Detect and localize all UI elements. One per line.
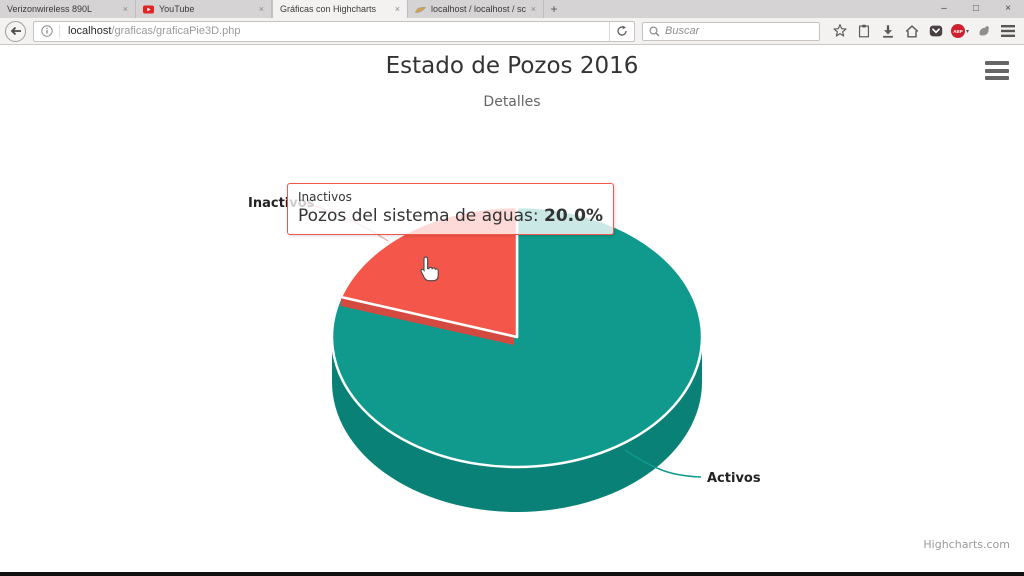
url-domain: localhost [68, 25, 112, 37]
back-arrow-icon [10, 26, 21, 36]
tab-close-icon[interactable]: × [122, 3, 128, 14]
url-text[interactable]: localhost/graficas/graficaPie3D.php [60, 25, 609, 37]
tooltip-point-name: Inactivos [298, 190, 352, 204]
maximize-button[interactable]: □ [972, 3, 980, 14]
chart-title: Estado de Pozos 2016 [385, 53, 639, 79]
url-bar[interactable]: localhost/graficas/graficaPie3D.php [33, 20, 635, 42]
minimize-button[interactable]: – [941, 3, 947, 14]
menu-hamburger-icon[interactable] [999, 22, 1017, 40]
tab-title: YouTube [159, 4, 195, 14]
clipboard-icon[interactable] [855, 22, 873, 40]
new-tab-button[interactable]: + [550, 2, 558, 16]
home-icon[interactable] [903, 22, 921, 40]
tab-phpmyadmin[interactable]: localhost / localhost / sca… × [408, 0, 544, 18]
search-icon [649, 25, 660, 36]
tab-title: localhost / localhost / sca… [431, 4, 526, 14]
abp-label: ABP [953, 28, 963, 34]
tooltip-value: 20.0% [544, 206, 603, 226]
pocket-badge-icon [929, 25, 943, 37]
chart-export-menu-button[interactable] [985, 61, 1009, 80]
star-icon [833, 24, 847, 37]
toolbar-icons: ABP ▾ [831, 22, 1019, 40]
search-bar[interactable]: Buscar [642, 21, 820, 41]
chart-tooltip: Inactivos Pozos del sistema de aguas: 20… [287, 183, 614, 235]
pie-slice-inactivos-side [341, 297, 514, 345]
tab-close-icon[interactable]: × [394, 3, 400, 14]
hamburger-bar [985, 68, 1009, 73]
hamburger-bar [985, 61, 1009, 65]
tab-close-icon[interactable]: × [258, 3, 264, 14]
downloads-icon[interactable] [879, 22, 897, 40]
youtube-icon [143, 5, 154, 13]
tab-bar: Verizonwireless 890L × YouTube × Gráfica… [0, 0, 1024, 18]
extension-glyph-icon [979, 26, 989, 36]
reload-icon [617, 25, 627, 36]
pocket-icon[interactable] [927, 22, 945, 40]
phpmyadmin-favicon [415, 6, 426, 13]
tab-title: Gráficas con Highcharts [280, 4, 377, 14]
chart-subtitle: Detalles [483, 94, 541, 110]
extension-icon[interactable] [975, 22, 993, 40]
window-controls: – □ × [938, 0, 1014, 18]
back-button[interactable] [5, 20, 26, 42]
tooltip-series-label: Pozos del sistema de aguas: [298, 206, 544, 226]
reload-button[interactable] [609, 21, 634, 41]
info-icon [41, 25, 53, 37]
tab-close-icon[interactable]: × [530, 3, 536, 14]
page-content: Estado de Pozos 2016 Detalles Inactivos … [0, 45, 1024, 573]
tab-graficas-highcharts[interactable]: Gráficas con Highcharts × [272, 0, 408, 18]
highcharts-credits-link[interactable]: Highcharts.com [923, 538, 1010, 551]
site-info-icon[interactable] [34, 24, 60, 38]
download-arrow-icon [883, 25, 893, 38]
url-path: /graficas/graficaPie3D.php [111, 25, 241, 37]
hamburger-bars-icon [1001, 25, 1015, 37]
home-glyph-icon [905, 25, 919, 38]
tab-youtube[interactable]: YouTube × [136, 0, 272, 18]
bookmark-star-icon[interactable] [831, 22, 849, 40]
search-placeholder: Buscar [665, 25, 700, 37]
hamburger-bar [985, 76, 1009, 80]
letterbox-bar [0, 572, 1024, 576]
close-button[interactable]: × [1005, 3, 1011, 14]
pie-chart: Inactivos Activos [248, 196, 761, 512]
clipboard-glyph-icon [858, 24, 870, 38]
tab-title: Verizonwireless 890L [7, 4, 93, 14]
chevron-down-icon: ▾ [965, 28, 969, 35]
abp-badge: ABP [951, 24, 965, 38]
activos-data-label: Activos [707, 471, 761, 486]
adblock-plus-icon[interactable]: ABP ▾ [951, 22, 969, 40]
activos-label-connector [624, 449, 702, 478]
tab-verizonwireless[interactable]: Verizonwireless 890L × [0, 0, 136, 18]
tooltip-body: Pozos del sistema de aguas: 20.0% [298, 206, 603, 226]
pie-slice-activos-side [332, 337, 702, 512]
navigation-toolbar: localhost/graficas/graficaPie3D.php Busc… [0, 18, 1024, 45]
